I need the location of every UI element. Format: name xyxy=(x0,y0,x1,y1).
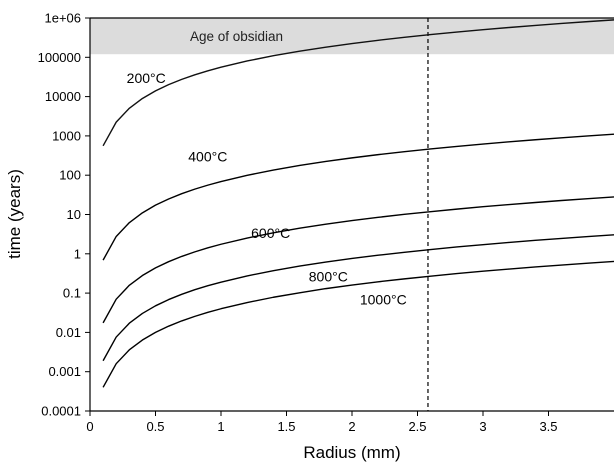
x-tick-label: 2.5 xyxy=(408,419,426,434)
x-tick-label: 0 xyxy=(86,419,93,434)
series-line-600-c xyxy=(102,196,614,324)
x-axis-title: Radius (mm) xyxy=(303,443,400,462)
y-tick-label: 0.0001 xyxy=(41,404,81,419)
y-tick-label: 10 xyxy=(67,207,81,222)
x-tick-label: 1 xyxy=(217,419,224,434)
y-tick-label: 100000 xyxy=(38,50,81,65)
label-layer: Age of obsidian 200°C 400°C 600°C 800°C 1000°… xyxy=(127,29,407,307)
series-line-1000-c xyxy=(102,260,614,388)
series-line-800-c xyxy=(102,234,614,362)
age-of-obsidian-band xyxy=(90,18,614,55)
y-tick-label: 100 xyxy=(59,168,81,183)
curve-label: 1000°C xyxy=(360,291,407,307)
series-line-400-c xyxy=(102,133,614,261)
curve-label: 200°C xyxy=(127,70,166,86)
x-tick-label: 0.5 xyxy=(146,419,164,434)
shaded-band-label: Age of obsidian xyxy=(190,29,283,44)
y-axis-title: time (years) xyxy=(5,169,24,259)
x-tick-label: 3 xyxy=(479,419,486,434)
shaded-band-layer xyxy=(90,18,614,55)
series-line-200-c xyxy=(102,19,614,147)
axes-layer: 0 0.5 1 1.5 2 2.5 3 3.5 0.0001 0.001 0.01 0.1 1 10 100… xyxy=(38,11,614,434)
curve-label: 800°C xyxy=(309,268,348,284)
y-tick-label: 0.1 xyxy=(63,286,81,301)
y-tick-label: 0.01 xyxy=(56,325,81,340)
y-tick-label: 1 xyxy=(74,246,81,261)
y-tick-label: 1e+06 xyxy=(44,11,81,26)
curve-label: 400°C xyxy=(188,149,227,165)
y-tick-label: 0.001 xyxy=(48,364,81,379)
y-tick-label: 1000 xyxy=(52,128,81,143)
series-layer xyxy=(102,19,614,388)
x-tick-label: 3.5 xyxy=(539,419,557,434)
curve-label: 600°C xyxy=(251,225,290,241)
x-tick-label: 1.5 xyxy=(277,419,295,434)
x-tick-label: 2 xyxy=(348,419,355,434)
y-tick-label: 10000 xyxy=(45,89,81,104)
